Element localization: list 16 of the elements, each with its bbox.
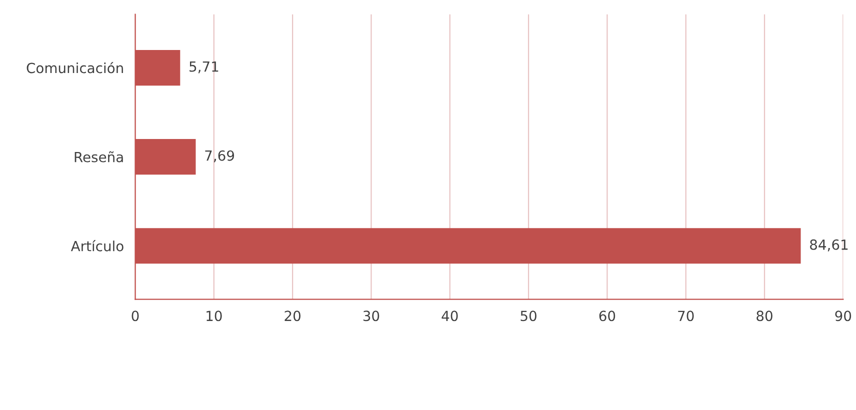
- x-tick-label: 20: [284, 310, 300, 322]
- x-tick-label: 10: [206, 310, 222, 322]
- y-tick-label: Reseña: [74, 151, 123, 162]
- x-tick-label: 70: [678, 310, 694, 322]
- y-tick-label: Comunicación: [26, 62, 123, 74]
- x-tick-label: 50: [520, 310, 536, 322]
- y-tick-label: Artículo: [70, 240, 124, 252]
- data-label: 7,69: [205, 150, 234, 162]
- x-tick-label: 30: [363, 310, 380, 322]
- x-tick-label: 80: [756, 310, 772, 322]
- data-label: 5,71: [190, 61, 218, 74]
- x-tick-label: 40: [442, 310, 458, 322]
- x-tick-label: 60: [599, 310, 616, 322]
- x-tick-label: 0: [132, 310, 139, 322]
- data-label: 84,61: [810, 239, 848, 252]
- x-tick-label: 90: [835, 310, 852, 322]
